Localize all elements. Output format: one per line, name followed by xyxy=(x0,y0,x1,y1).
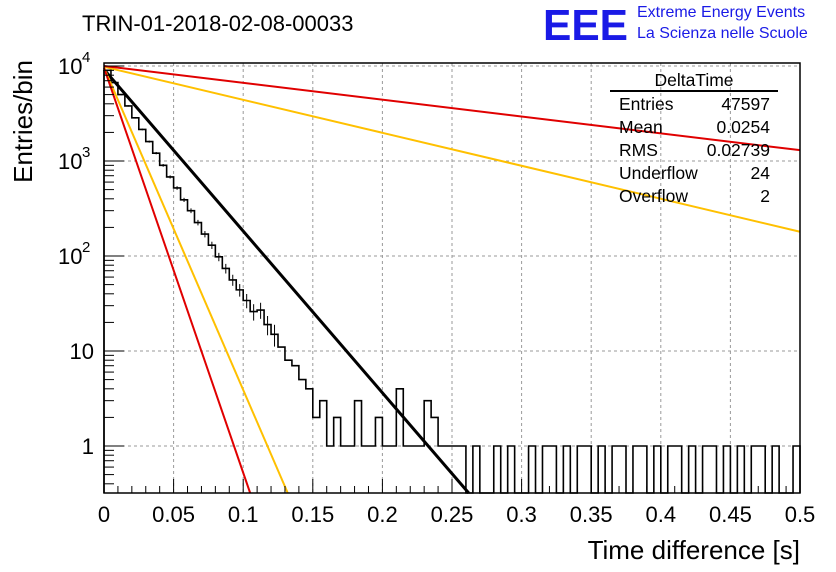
fit-curve xyxy=(103,65,801,233)
fit-curve xyxy=(103,65,801,152)
y-tick-exponent: 2 xyxy=(82,239,90,256)
stats-value: 0.02739 xyxy=(707,140,770,160)
stats-value: 47597 xyxy=(721,94,770,114)
fit-curve xyxy=(103,67,289,494)
chart-title: TRIN-01-2018-02-08-00033 xyxy=(82,11,354,36)
stats-label: RMS xyxy=(619,140,658,160)
y-tick-exponent: 4 xyxy=(82,49,90,66)
stats-box: DeltaTime Entries 47597 Mean 0.0254 RMS 0.027… xyxy=(610,70,778,206)
x-tick-label: 0.05 xyxy=(152,502,195,527)
x-tick-label: 0.1 xyxy=(228,502,259,527)
stats-label: Underflow xyxy=(619,163,698,183)
stats-value: 0.0254 xyxy=(716,117,770,137)
x-tick-label: 0 xyxy=(98,502,110,527)
x-axis-label: Time difference [s] xyxy=(588,535,800,565)
fit-curve xyxy=(102,68,470,494)
x-tick-label: 0.2 xyxy=(367,502,398,527)
y-tick-label: 10 xyxy=(70,339,94,364)
fit-curves xyxy=(102,65,801,494)
x-tick-label: 0.5 xyxy=(785,502,816,527)
x-tick-label: 0.4 xyxy=(646,502,677,527)
plot-frame xyxy=(103,62,801,494)
y-axis-label: Entries/bin xyxy=(8,60,38,183)
fit-curve xyxy=(103,67,252,494)
x-tick-label: 0.15 xyxy=(291,502,334,527)
stats-value: 24 xyxy=(751,163,771,183)
eee-logo: EEE Extreme Energy Events La Scienza nel… xyxy=(543,1,808,50)
logo-mark: EEE xyxy=(543,1,628,50)
y-tick-label: 10 xyxy=(58,149,82,174)
y-tick-exponent: 3 xyxy=(82,144,90,161)
x-tick-label: 0.25 xyxy=(431,502,474,527)
x-tick-label: 0.3 xyxy=(506,502,537,527)
y-tick-label: 10 xyxy=(58,54,82,79)
logo-line1: Extreme Energy Events xyxy=(637,4,805,21)
stats-title: DeltaTime xyxy=(654,70,733,90)
x-tick-label: 0.35 xyxy=(570,502,613,527)
stats-label: Mean xyxy=(619,117,663,137)
y-tick-label: 10 xyxy=(58,244,82,269)
stats-value: 2 xyxy=(760,186,770,206)
logo-line2: La Scienza nelle Scuole xyxy=(637,25,808,42)
grid xyxy=(104,63,800,493)
stats-label: Entries xyxy=(619,94,674,114)
y-tick-label: 1 xyxy=(82,434,94,459)
stats-label: Overflow xyxy=(619,186,688,206)
x-axis: 0 0.05 0.1 0.15 0.2 0.25 0.3 0.35 0.4 0.45 0.5 xyxy=(98,479,815,527)
x-tick-label: 0.45 xyxy=(709,502,752,527)
